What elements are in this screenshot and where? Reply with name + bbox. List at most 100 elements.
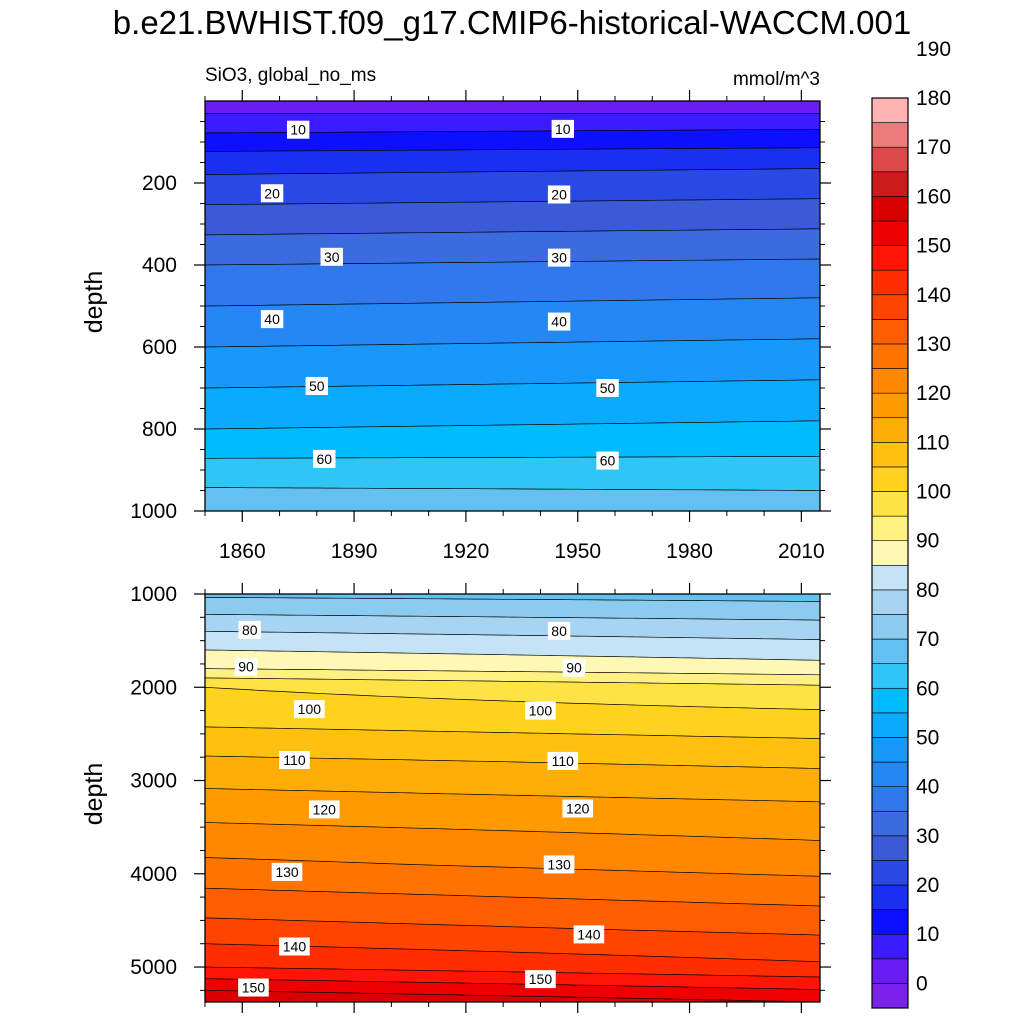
colorbar-bin bbox=[871, 491, 909, 517]
colorbar-bin bbox=[871, 515, 909, 542]
contour-label-box bbox=[562, 658, 586, 677]
contour-label-box bbox=[286, 120, 310, 139]
colorbar-bin bbox=[871, 737, 909, 763]
contour-label: 30 bbox=[324, 249, 340, 265]
contour-label: 120 bbox=[313, 801, 337, 817]
contour-line bbox=[205, 687, 820, 710]
colorbar-bin bbox=[871, 909, 909, 935]
contour-label-box bbox=[543, 855, 575, 874]
colorbar-bin bbox=[871, 220, 909, 246]
colorbar-label: 110 bbox=[916, 431, 949, 454]
contour-label: 140 bbox=[283, 939, 307, 955]
colorbar-bin bbox=[871, 171, 909, 197]
contour-line bbox=[205, 338, 820, 348]
colorbar-bin bbox=[871, 245, 909, 271]
contour-line bbox=[205, 978, 820, 990]
colorbar-bin bbox=[871, 933, 909, 960]
contour-line bbox=[205, 788, 820, 803]
colorbar-label: 20 bbox=[916, 874, 939, 897]
colorbar-label: 180 bbox=[916, 87, 951, 110]
colorbar-bin bbox=[871, 146, 909, 173]
y-tick-label: 3000 bbox=[130, 770, 177, 793]
colorbar-bin bbox=[871, 368, 909, 394]
colorbar-label: 90 bbox=[916, 530, 939, 553]
y-tick-label: 400 bbox=[142, 254, 177, 277]
colorbar-bin bbox=[871, 540, 909, 566]
contour-label: 150 bbox=[529, 971, 553, 987]
contour-label: 20 bbox=[264, 185, 280, 201]
colorbar-label: 170 bbox=[916, 136, 951, 159]
y-tick-label: 800 bbox=[142, 418, 177, 441]
contour-label-box bbox=[279, 937, 310, 956]
colorbar-bin bbox=[871, 122, 909, 148]
x-tick-label: 1980 bbox=[666, 540, 713, 563]
contour-label-box bbox=[305, 376, 329, 395]
contour-line bbox=[205, 822, 820, 841]
contour-line bbox=[205, 887, 820, 907]
colorbar-bin bbox=[871, 761, 909, 787]
contour-label: 90 bbox=[238, 659, 254, 675]
variable-label: SiO3, global_no_ms bbox=[205, 65, 376, 86]
contour-line bbox=[205, 649, 820, 661]
colorbar-label: 50 bbox=[916, 726, 939, 749]
colorbar-bin bbox=[871, 589, 909, 615]
filled-contours bbox=[205, 101, 820, 511]
colorbar-label: 130 bbox=[916, 333, 951, 356]
colorbar-bin bbox=[871, 442, 909, 468]
filled-contours bbox=[205, 594, 820, 1002]
contour-label: 50 bbox=[309, 378, 325, 394]
contour-label: 140 bbox=[577, 926, 601, 942]
contour-label: 80 bbox=[551, 623, 567, 639]
contour-line bbox=[205, 297, 820, 307]
colorbar-bin bbox=[871, 983, 909, 1009]
colorbar-bin bbox=[871, 294, 909, 320]
contour-line bbox=[205, 147, 820, 152]
contour-label-box bbox=[271, 862, 303, 881]
colorbar-bin bbox=[871, 614, 909, 640]
units-label: mmol/m^3 bbox=[733, 69, 820, 90]
contour-label-box bbox=[547, 751, 579, 770]
colorbar-bin bbox=[871, 564, 909, 591]
colorbar-bin bbox=[871, 97, 909, 123]
y-tick-label: 600 bbox=[142, 336, 177, 359]
colorbar-label: 10 bbox=[916, 923, 939, 946]
contour-label: 10 bbox=[290, 122, 306, 138]
colorbar-label: 140 bbox=[916, 284, 951, 307]
colorbar-bin bbox=[871, 417, 909, 443]
colorbar-bin bbox=[871, 319, 909, 345]
x-tick-label: 1860 bbox=[219, 540, 266, 563]
contour-line bbox=[205, 630, 820, 640]
contour-label-box bbox=[238, 620, 261, 639]
colorbar-frame bbox=[871, 97, 909, 1009]
contour-label-box bbox=[308, 800, 340, 819]
contour-label: 10 bbox=[555, 121, 571, 137]
contour-label: 110 bbox=[552, 753, 575, 769]
colorbar-bin bbox=[871, 638, 909, 664]
colorbar-bin bbox=[871, 663, 909, 689]
contour-line bbox=[205, 917, 820, 936]
colorbar-bin bbox=[871, 392, 909, 419]
contour-label: 150 bbox=[242, 980, 266, 996]
contour-label-box bbox=[573, 925, 605, 944]
y-tick-label: 1000 bbox=[130, 583, 177, 606]
y-axis-title: depth bbox=[80, 763, 108, 826]
contour-label: 20 bbox=[551, 186, 567, 202]
contour-label-box bbox=[320, 247, 343, 266]
y-tick-label: 4000 bbox=[130, 863, 177, 886]
colorbar-label: 80 bbox=[916, 579, 939, 602]
contour-label-box bbox=[279, 750, 310, 769]
contour-label: 100 bbox=[529, 703, 553, 719]
x-tick-label: 1890 bbox=[331, 540, 378, 563]
contour-label-box bbox=[547, 621, 571, 640]
contour-line bbox=[205, 420, 820, 430]
contour-line bbox=[205, 168, 820, 175]
contour-label-box bbox=[596, 379, 619, 397]
colorbar-bin bbox=[871, 786, 909, 812]
contour-line bbox=[205, 258, 820, 266]
contour-label-box bbox=[551, 119, 575, 138]
contour-label-box bbox=[260, 184, 284, 203]
contour-label: 60 bbox=[316, 451, 332, 467]
contour-label-box bbox=[260, 310, 284, 329]
colorbar-label: 70 bbox=[916, 628, 939, 651]
contour-line bbox=[205, 455, 820, 459]
